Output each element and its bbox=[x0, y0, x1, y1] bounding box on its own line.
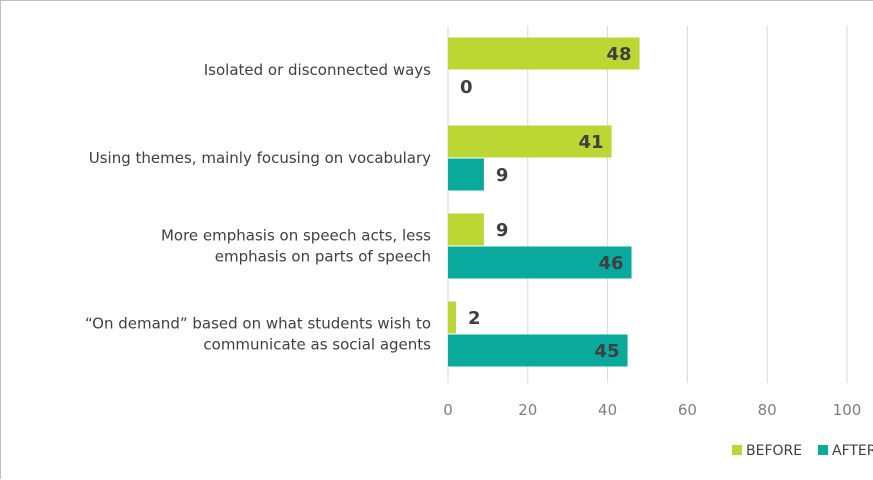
data-label-before-2: 41 bbox=[579, 132, 604, 153]
data-label-before-3: 9 bbox=[496, 220, 509, 241]
x-tick-label: 100 bbox=[833, 401, 862, 419]
category-label-line: emphasis on parts of speech bbox=[215, 248, 431, 266]
bar-after-3 bbox=[448, 246, 632, 279]
bar-before-3 bbox=[448, 213, 484, 246]
x-tick-label: 80 bbox=[758, 401, 777, 419]
category-label-2: Using themes, mainly focusing on vocabul… bbox=[89, 149, 431, 167]
category-label-4: “On demand” based on what students wish … bbox=[85, 315, 431, 354]
x-tick-label: 40 bbox=[598, 401, 617, 419]
category-labels: Isolated or disconnected ways Using theme… bbox=[85, 61, 431, 354]
x-tick-label: 0 bbox=[443, 401, 453, 419]
bar-before-1 bbox=[448, 37, 640, 70]
x-tick-label: 60 bbox=[678, 401, 697, 419]
x-tick-label: 20 bbox=[518, 401, 537, 419]
legend: BEFORE AFTER bbox=[732, 443, 873, 459]
legend-swatch-before bbox=[732, 445, 742, 455]
bars: 48 0 41 9 9 46 2 45 bbox=[448, 37, 640, 367]
data-label-after-1: 0 bbox=[460, 77, 473, 98]
category-label-line: Isolated or disconnected ways bbox=[204, 61, 431, 79]
category-label-3: More emphasis on speech acts, less emphas… bbox=[161, 227, 431, 266]
category-label-line: Using themes, mainly focusing on vocabul… bbox=[89, 149, 431, 167]
data-label-after-3: 46 bbox=[598, 253, 623, 274]
data-label-before-4: 2 bbox=[468, 308, 481, 329]
category-label-line: communicate as social agents bbox=[203, 336, 431, 354]
category-label-1: Isolated or disconnected ways bbox=[204, 61, 431, 79]
x-axis-ticks: 0 20 40 60 80 100 bbox=[443, 401, 861, 419]
bar-before-2 bbox=[448, 125, 612, 158]
bar-before-4 bbox=[448, 301, 456, 334]
gridlines bbox=[447, 26, 848, 383]
legend-label-after: AFTER bbox=[832, 443, 873, 459]
category-label-line: More emphasis on speech acts, less bbox=[161, 227, 431, 245]
data-label-after-4: 45 bbox=[594, 341, 619, 362]
legend-swatch-after bbox=[818, 445, 828, 455]
bar-after-2 bbox=[448, 158, 484, 191]
data-label-after-2: 9 bbox=[496, 165, 509, 186]
category-label-line: “On demand” based on what students wish … bbox=[85, 315, 431, 333]
data-label-before-1: 48 bbox=[606, 44, 631, 65]
bar-after-4 bbox=[448, 334, 628, 367]
legend-label-before: BEFORE bbox=[746, 443, 802, 459]
